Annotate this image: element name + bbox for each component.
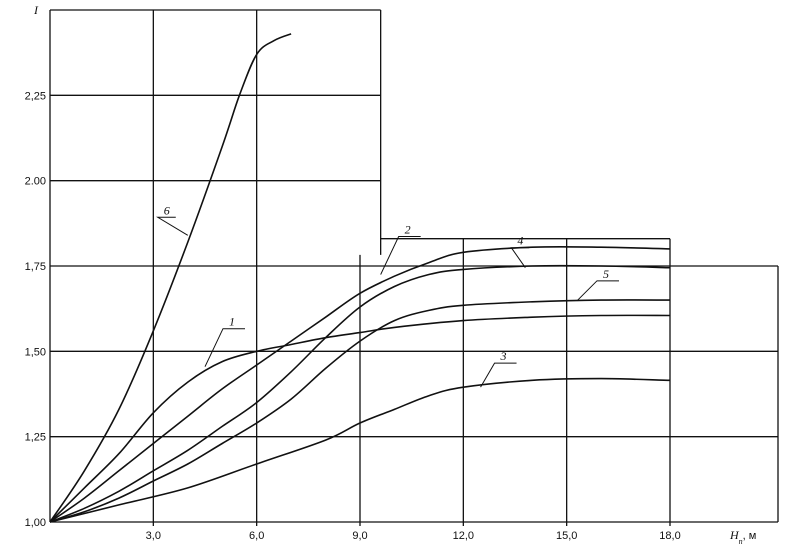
series-line-5 bbox=[49, 299, 671, 523]
grid bbox=[49, 9, 779, 526]
series-label-3: 3 bbox=[500, 349, 507, 363]
x-tick-label: 15,0 bbox=[556, 530, 577, 542]
y-tick-label: 1,75 bbox=[25, 261, 46, 273]
series-leader-5 bbox=[576, 280, 619, 302]
x-tick-label: 3,0 bbox=[146, 530, 161, 542]
series-leader-1 bbox=[204, 328, 245, 367]
y-tick-label: 1,25 bbox=[25, 432, 46, 444]
series-line-4 bbox=[49, 264, 671, 523]
x-tick-label: 18,0 bbox=[659, 530, 680, 542]
label-leaders bbox=[155, 216, 619, 388]
series-label-4: 4 bbox=[517, 234, 523, 248]
y-tick-label: 2,25 bbox=[25, 90, 46, 102]
x-tick-label: 9,0 bbox=[352, 530, 367, 542]
series-label-6: 6 bbox=[164, 203, 170, 217]
series-leader-3 bbox=[480, 362, 517, 388]
series-line-6 bbox=[49, 33, 292, 523]
x-axis-label: Hn, м bbox=[729, 528, 756, 546]
y-tick-label: 1,00 bbox=[25, 517, 46, 529]
y-axis-label: I bbox=[33, 3, 39, 17]
series-leader-4 bbox=[510, 247, 530, 268]
labels: 1 2 3 4 5 6 1,00 1,25 1,50 1,75 2.00 2,25 3,0 6,0 9,0 1… bbox=[25, 3, 757, 546]
series-leader-2 bbox=[380, 236, 421, 275]
series-label-1: 1 bbox=[229, 315, 235, 329]
x-tick-label: 12,0 bbox=[453, 530, 474, 542]
x-tick-label: 6,0 bbox=[249, 530, 264, 542]
series-leader-6 bbox=[155, 216, 189, 236]
series-line-1 bbox=[49, 314, 671, 523]
series-label-2: 2 bbox=[405, 223, 411, 237]
series-line-3 bbox=[49, 377, 671, 523]
y-tick-label: 2.00 bbox=[25, 176, 46, 188]
series-label-5: 5 bbox=[603, 267, 609, 281]
y-tick-label: 1,50 bbox=[25, 346, 46, 358]
